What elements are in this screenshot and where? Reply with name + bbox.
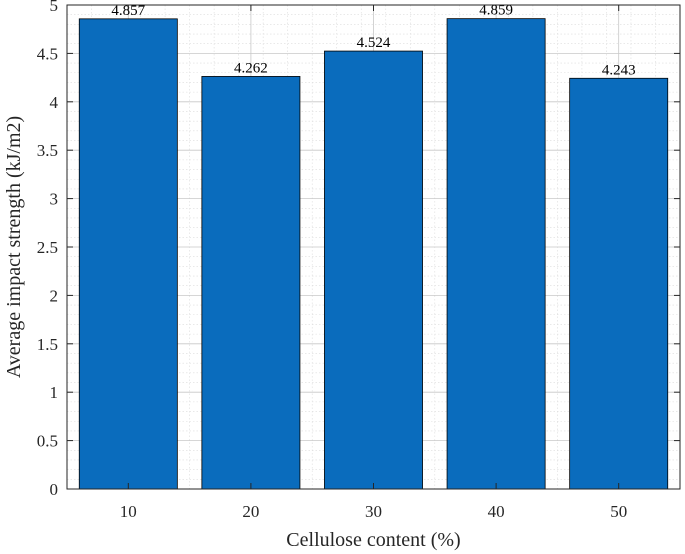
x-tick-label: 20	[242, 502, 259, 521]
bars	[78, 18, 669, 490]
y-tick-label: 4.5	[37, 44, 58, 63]
data-label-30: 4.524	[357, 35, 391, 51]
y-tick-label: 0	[50, 480, 59, 499]
y-tick-label: 1	[50, 383, 59, 402]
y-tick-label: 0.5	[37, 432, 58, 451]
x-tick-label: 30	[365, 502, 382, 521]
bar-50	[569, 77, 669, 490]
bar-30	[324, 50, 423, 490]
x-axis-label: Cellulose content (%)	[286, 529, 460, 551]
y-tick-label: 2	[50, 286, 59, 305]
data-label-50: 4.243	[602, 62, 636, 78]
x-axis-ticks: 10 20 30 40 50	[120, 5, 627, 521]
y-tick-label: 3.5	[37, 141, 58, 160]
bar-20	[201, 76, 301, 490]
y-tick-label: 2.5	[37, 238, 58, 257]
data-label-20: 4.262	[234, 60, 268, 76]
x-tick-label: 40	[488, 502, 505, 521]
bar-10	[78, 18, 178, 490]
y-axis-ticks: 0 0.5 1 1.5 2 2.5 3 3.5 4 4.5 5	[37, 0, 680, 499]
y-tick-label: 5	[50, 0, 59, 15]
y-axis-label: Average impact strength (kJ/m2)	[3, 116, 25, 378]
y-tick-label: 1.5	[37, 335, 58, 354]
x-tick-label: 50	[610, 502, 627, 521]
y-tick-label: 3	[50, 190, 59, 209]
y-tick-label: 4	[50, 93, 59, 112]
x-tick-label: 10	[120, 502, 137, 521]
bar-40	[446, 18, 546, 490]
